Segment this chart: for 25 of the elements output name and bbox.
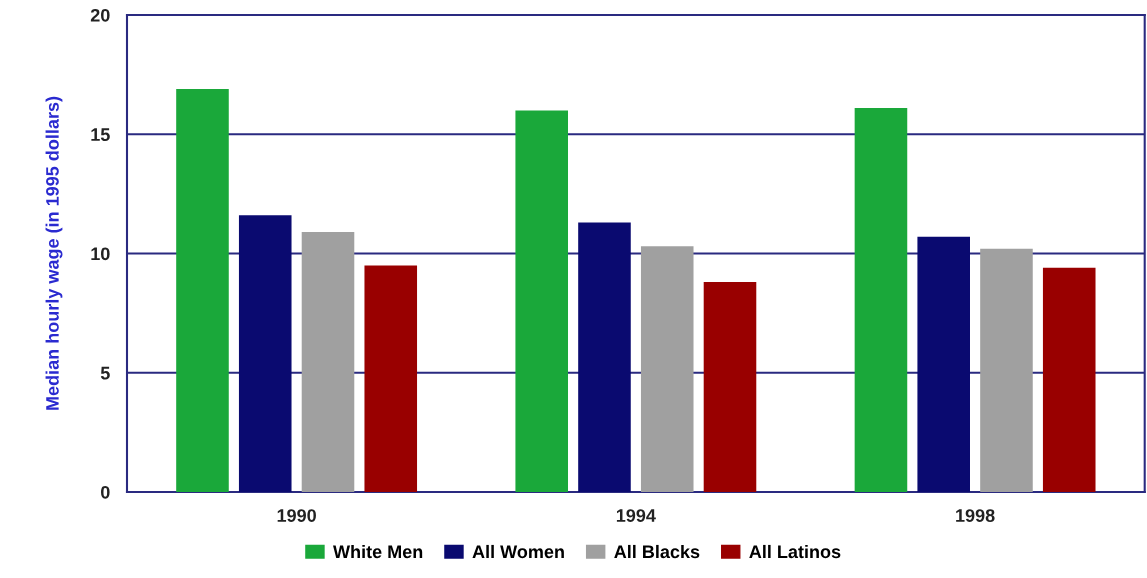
x-tick-label: 1990 xyxy=(277,509,316,522)
bar xyxy=(238,215,292,492)
y-tick-label: 0 xyxy=(101,485,110,499)
bar xyxy=(980,248,1033,492)
bar xyxy=(301,232,355,492)
x-tick-label: 1994 xyxy=(616,509,656,522)
y-tick-label: 20 xyxy=(90,8,110,22)
y-tick-label: 5 xyxy=(100,366,110,380)
bar xyxy=(854,108,908,492)
legend-label: All Blacks xyxy=(614,544,700,559)
x-tick-label: 1998 xyxy=(956,509,995,522)
y-tick-label: 15 xyxy=(91,128,110,141)
legend-label: All Latinos xyxy=(749,544,841,559)
bar xyxy=(176,88,229,492)
bar xyxy=(703,282,757,492)
bar xyxy=(364,265,418,492)
bar xyxy=(515,110,569,492)
y-tick-label: 10 xyxy=(91,247,110,261)
legend-label: All Women xyxy=(472,544,564,559)
bar xyxy=(917,236,970,492)
legend-label: White Men xyxy=(333,544,423,559)
y-axis-title: Median hourly wage (in 1995 dollars) xyxy=(45,96,63,410)
bar xyxy=(578,222,631,492)
bar xyxy=(1042,267,1096,492)
bar xyxy=(640,246,694,492)
